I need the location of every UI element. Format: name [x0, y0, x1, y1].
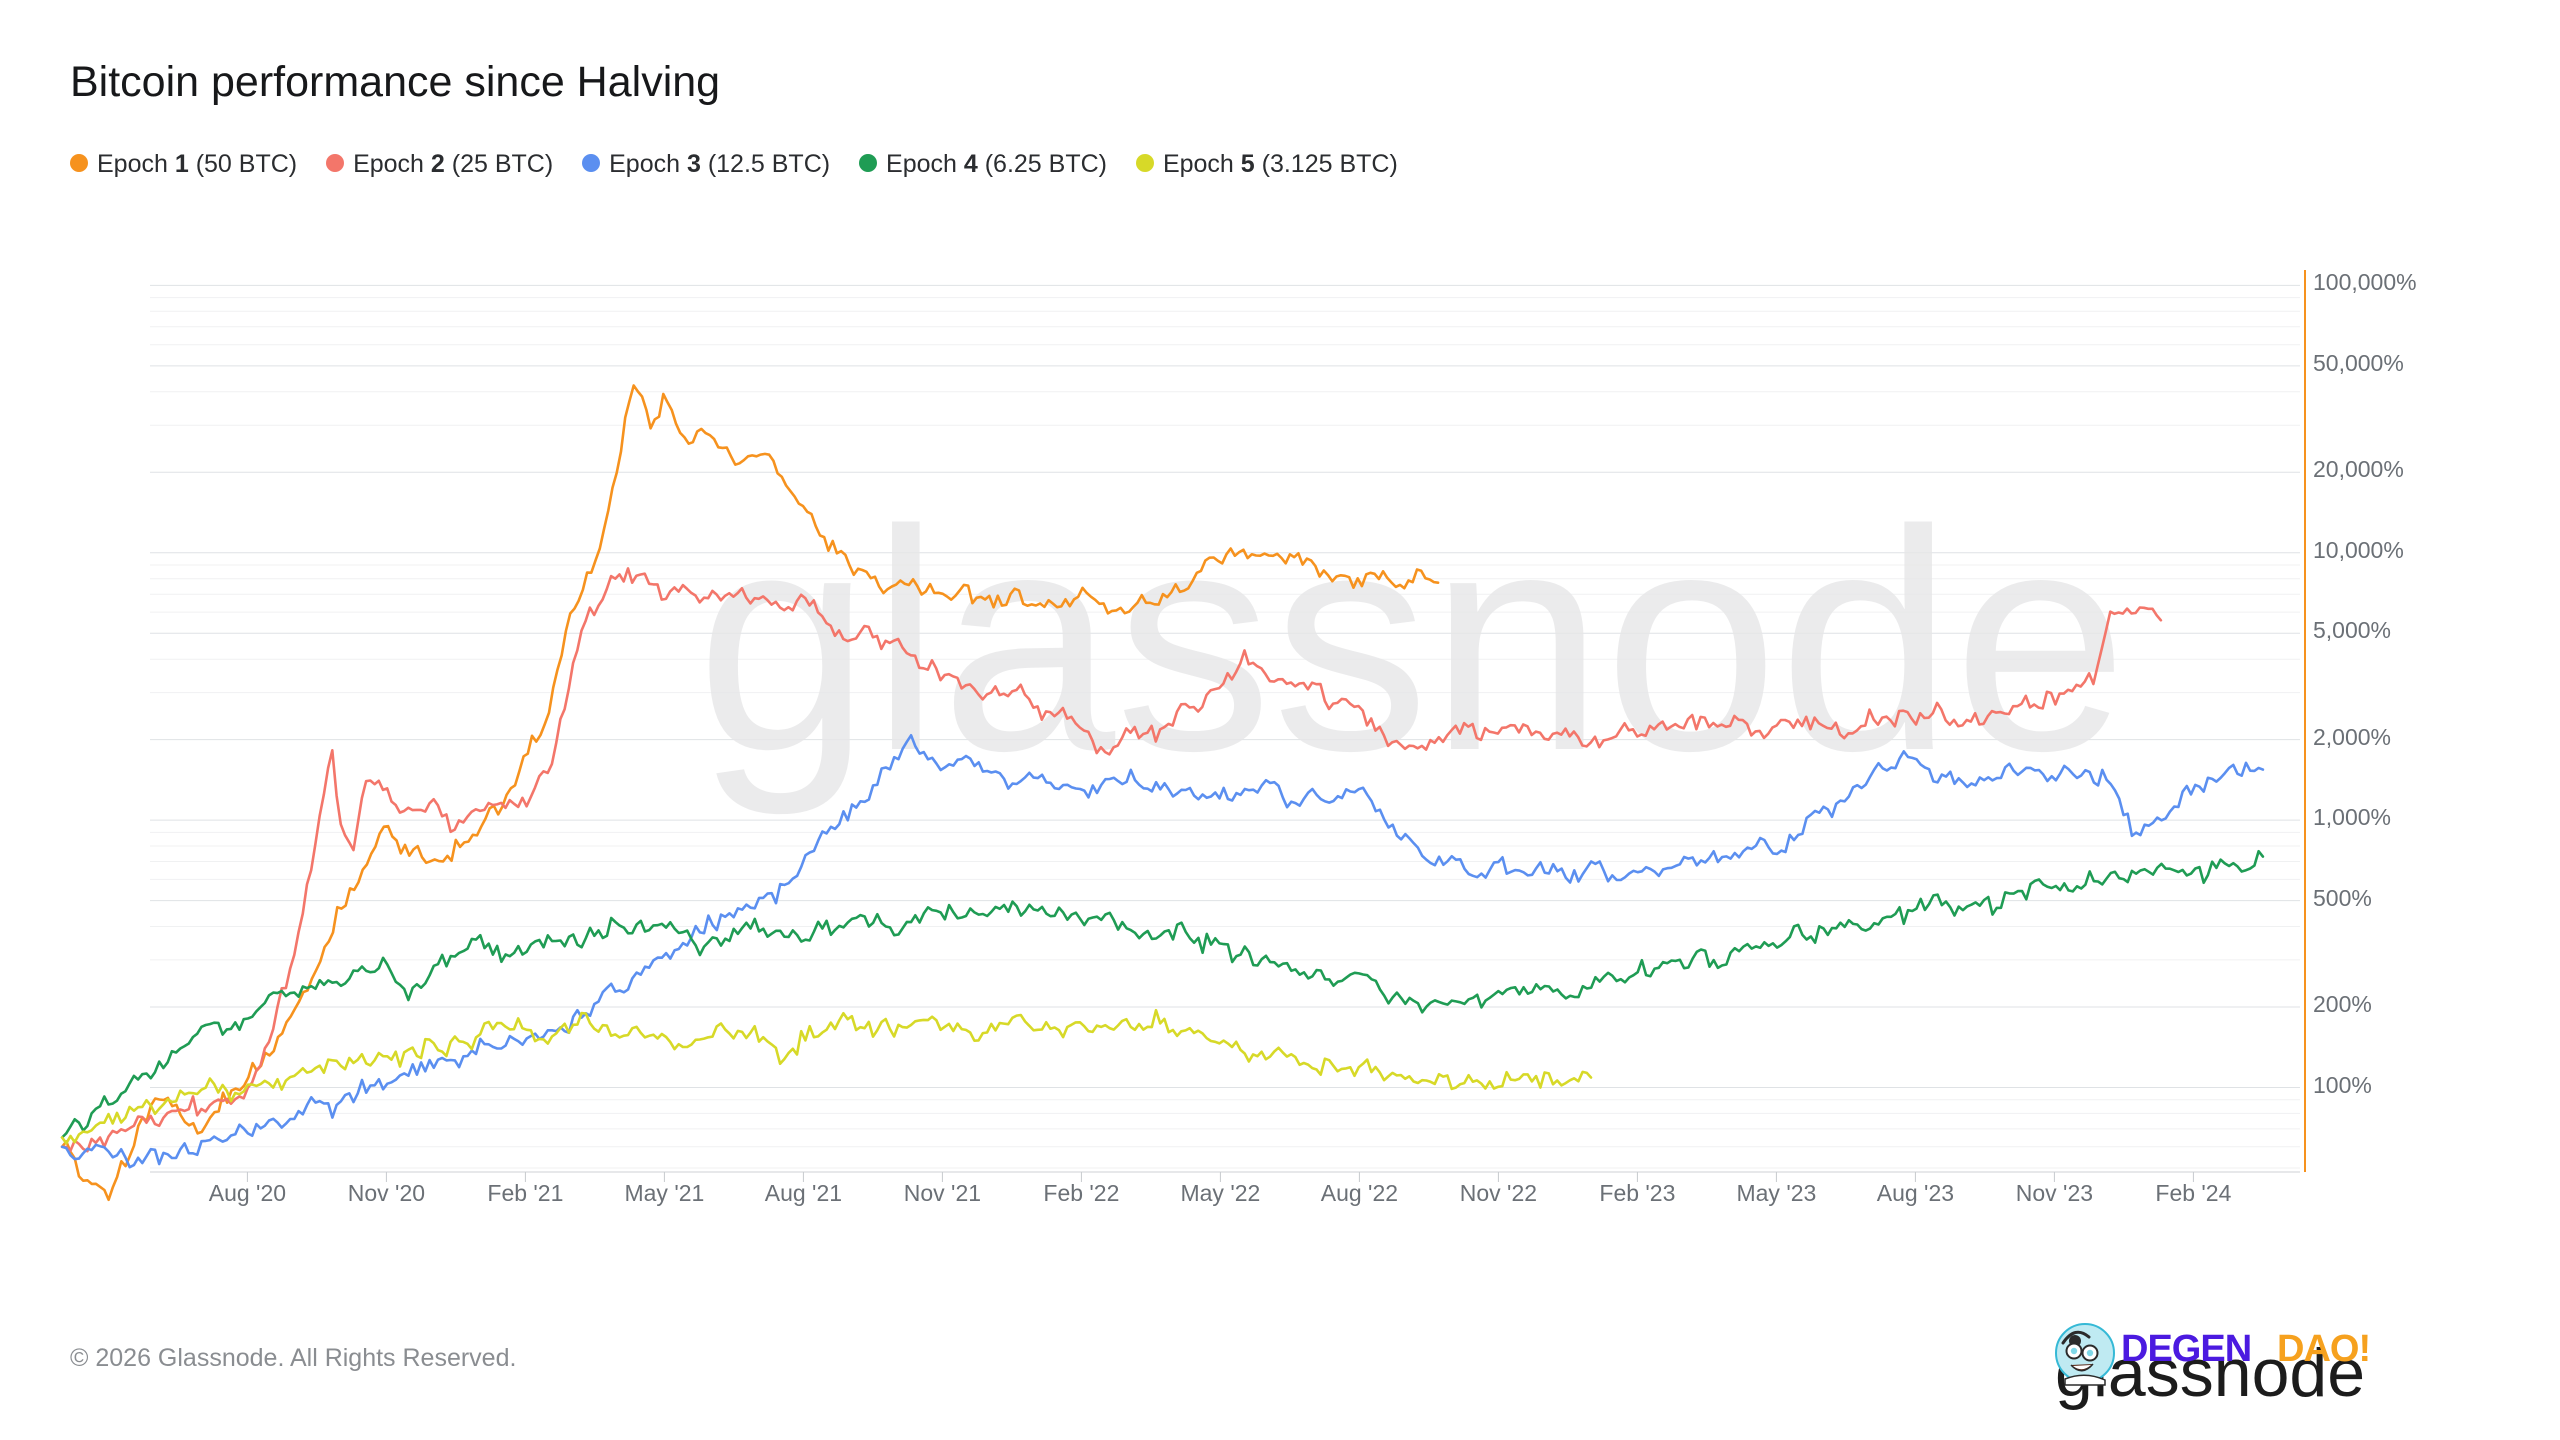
svg-text:glassnode: glassnode [696, 465, 2128, 818]
svg-text:DEGEN: DEGEN [2121, 1328, 2251, 1370]
svg-text:DAO!: DAO! [2277, 1328, 2370, 1370]
